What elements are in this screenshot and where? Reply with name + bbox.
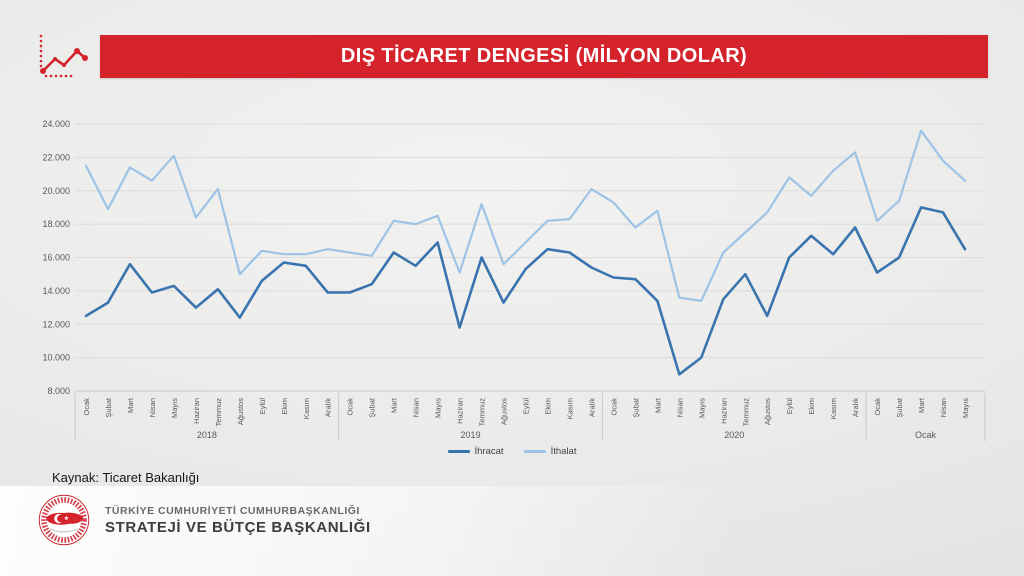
- y-axis-tick-label: 22.000: [42, 152, 70, 162]
- ithalat-line: [84, 129, 967, 302]
- x-axis-month-label: Mart: [126, 397, 135, 413]
- x-axis-month-label: Temmuz: [478, 398, 487, 427]
- legend-label-ithalat: İthalat: [550, 446, 577, 457]
- x-axis-month-label: Nisan: [412, 398, 421, 417]
- year-group-label: 2018: [197, 430, 217, 440]
- footer-highlight-band: [0, 486, 1024, 576]
- x-axis-month-label: Mayıs: [434, 398, 443, 418]
- y-axis-tick-label: 16.000: [42, 253, 70, 263]
- x-axis-month-label: Haziran: [456, 398, 465, 424]
- y-axis-tick-label: 14.000: [42, 286, 70, 296]
- x-axis-month-label: Şubat: [104, 397, 113, 418]
- x-axis-month-label: Mart: [390, 397, 399, 413]
- trade-balance-chart: 24.000 22.000 20.000 18.000 16.000 14.000 12.0…: [42, 119, 986, 441]
- legend-label-ihracat: İhracat: [474, 446, 504, 457]
- year-group-label: Ocak: [915, 430, 937, 440]
- x-axis-month-label: Mayıs: [697, 398, 706, 418]
- y-axis-tick-label: 18.000: [42, 219, 70, 229]
- y-axis-tick-label: 10.000: [42, 353, 70, 363]
- x-axis-month-label: Ağustos: [236, 398, 245, 425]
- x-axis-month-label: Ekim: [543, 398, 552, 415]
- x-axis-month-label: Nisan: [939, 398, 948, 417]
- x-axis-month-label: Nisan: [148, 398, 157, 417]
- org-signature: TÜRKİYE CUMHURİYETİ CUMHURBAŞKANLIĞI STR…: [36, 492, 371, 548]
- x-axis-month-label: Temmuz: [214, 398, 223, 427]
- presidency-emblem-logo: [38, 494, 90, 546]
- org-text: TÜRKİYE CUMHURİYETİ CUMHURBAŞKANLIĞI STR…: [105, 505, 371, 536]
- x-axis-month-label: Mayıs: [170, 398, 179, 418]
- org-line2: STRATEJİ VE BÜTÇE BAŞKANLIĞI: [105, 518, 371, 536]
- x-axis-month-label: Ocak: [873, 398, 882, 416]
- x-axis-month-label: Ocak: [609, 398, 618, 416]
- year-group-label: 2019: [461, 430, 481, 440]
- x-axis-month-label: Mart: [653, 397, 662, 413]
- x-axis-month-label: Şubat: [631, 397, 640, 418]
- title-banner: DIŞ TİCARET DENGESİ (MİLYON DOLAR): [100, 35, 988, 78]
- y-axis-tick-label: 12.000: [42, 319, 70, 329]
- x-axis-month-label: Eylül: [522, 398, 531, 415]
- ihracat-line-swatch: [447, 450, 470, 453]
- x-axis-month-label: Ocak: [346, 398, 355, 416]
- x-axis-month-label: Şubat: [895, 397, 904, 418]
- x-axis-month-label: Temmuz: [741, 398, 750, 427]
- x-axis-month-label: Nisan: [675, 398, 684, 417]
- line-chart-icon: [39, 34, 88, 78]
- x-axis-month-label: Haziran: [192, 398, 201, 424]
- legend-item-ihracat: İhracat: [447, 446, 504, 457]
- x-axis-month-label: Mayıs: [961, 398, 970, 418]
- chart-legend: İhracat İthalat: [0, 446, 1024, 457]
- x-axis-month-label: Ekim: [280, 398, 289, 415]
- y-axis-tick-label: 20.000: [42, 186, 70, 196]
- year-group-label: 2020: [724, 430, 744, 440]
- x-axis-month-label: Ocak: [82, 398, 91, 416]
- y-axis-tick-label: 24.000: [42, 119, 70, 129]
- x-axis-month-label: Aralık: [851, 398, 860, 417]
- x-axis-month-label: Aralık: [587, 398, 596, 417]
- x-axis-month-label: Eylül: [785, 398, 794, 415]
- x-axis-month-label: Kasım: [829, 398, 838, 419]
- page-title: DIŞ TİCARET DENGESİ (MİLYON DOLAR): [340, 45, 748, 67]
- ihracat-line: [84, 206, 967, 376]
- x-axis-month-label: Ekim: [807, 398, 816, 415]
- org-line1: TÜRKİYE CUMHURİYETİ CUMHURBAŞKANLIĞI: [105, 504, 360, 517]
- x-axis-month-label: Mart: [917, 397, 926, 413]
- source-note: Kaynak: Ticaret Bakanlığı: [52, 470, 200, 485]
- x-axis-month-label: Kasım: [565, 398, 574, 419]
- x-axis-month-label: Ağustos: [500, 398, 509, 425]
- legend-item-ithalat: İthalat: [523, 446, 577, 457]
- ithalat-line-swatch: [523, 450, 546, 453]
- x-axis-month-label: Kasım: [302, 398, 311, 419]
- x-axis-month-label: Ağustos: [763, 398, 772, 425]
- x-axis-month-label: Aralık: [324, 398, 333, 417]
- x-axis-month-label: Eylül: [258, 398, 267, 415]
- x-axis-month-label: Şubat: [368, 397, 377, 418]
- y-axis-tick-label: 8.000: [47, 386, 70, 396]
- x-axis-month-label: Haziran: [719, 398, 728, 424]
